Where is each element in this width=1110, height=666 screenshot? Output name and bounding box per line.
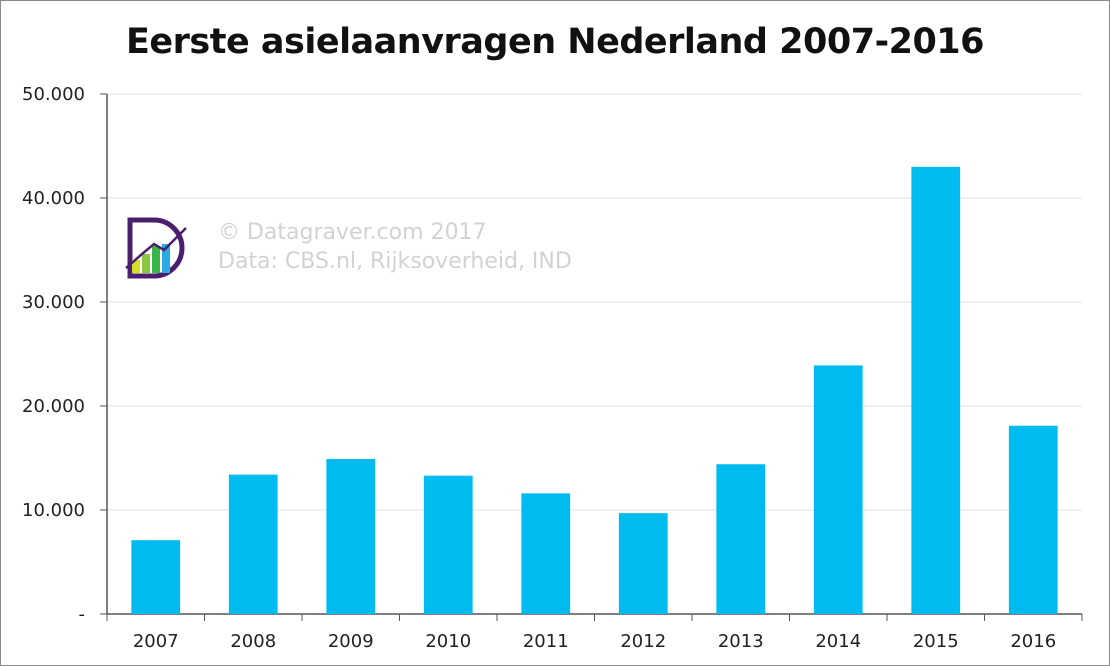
x-tick-label: 2011 [523, 631, 569, 652]
bar-2008 [228, 474, 278, 614]
datagraver-logo-icon [125, 217, 187, 279]
bar-2007 [131, 540, 181, 614]
x-tick-label: 2015 [913, 631, 959, 652]
bar-2009 [326, 459, 376, 614]
x-tick-label: 2013 [718, 631, 764, 652]
watermark-source: Data: CBS.nl, Rijksoverheid, IND [218, 249, 572, 274]
x-tick-label: 2012 [620, 631, 666, 652]
bar-2013 [716, 464, 766, 614]
bar-2014 [813, 365, 863, 614]
bar-2010 [423, 475, 473, 614]
bar-2011 [521, 493, 571, 614]
y-tick-label: 10.000 [22, 500, 85, 521]
y-tick-label: 30.000 [22, 292, 85, 313]
chart-title: Eerste asielaanvragen Nederland 2007-201… [125, 22, 985, 62]
x-tick-label: 2009 [328, 631, 374, 652]
x-tick-label: 2014 [815, 631, 861, 652]
y-tick-label: 50.000 [22, 84, 85, 105]
watermark-copyright: © Datagraver.com 2017 [218, 220, 487, 245]
bar-2016 [1008, 425, 1058, 614]
bar-2012 [618, 513, 668, 614]
x-tick-label: 2008 [230, 631, 276, 652]
x-tick-label: 2010 [425, 631, 471, 652]
y-tick-label: 40.000 [22, 188, 85, 209]
y-tick-label: 20.000 [22, 396, 85, 417]
y-tick-label: - [79, 604, 86, 625]
x-tick-label: 2016 [1010, 631, 1056, 652]
bar-2015 [911, 166, 961, 615]
x-tick-label: 2007 [133, 631, 179, 652]
watermark: © Datagraver.com 2017 Data: CBS.nl, Rijk… [218, 218, 572, 276]
